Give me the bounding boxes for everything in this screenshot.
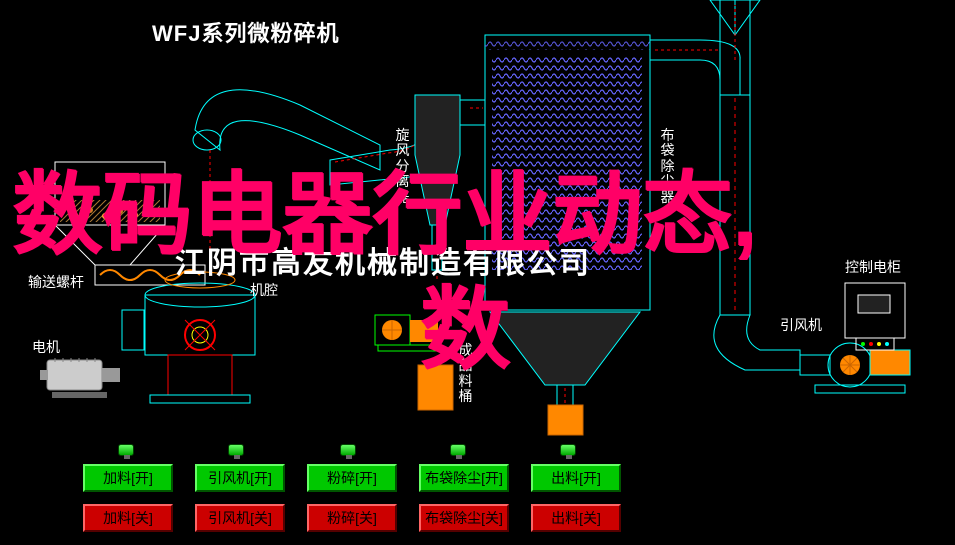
label-conveyor-screw: 输送螺杆 <box>28 275 84 290</box>
status-light-3 <box>340 444 356 456</box>
label-motor: 电机 <box>32 340 60 355</box>
overlay-text-1: 数码电器行业动态, <box>12 170 757 260</box>
status-light-2 <box>228 444 244 456</box>
label-control-cabinet: 控制电柜 <box>845 260 901 275</box>
label-induced-fan: 引风机 <box>780 318 822 333</box>
btn-close-3[interactable]: 布袋除尘[关] <box>419 504 509 532</box>
btn-open-3[interactable]: 布袋除尘[开] <box>419 464 509 492</box>
btn-close-0[interactable]: 加料[关] <box>83 504 173 532</box>
button-row-close: 加料[关] 引风机[关] 粉碎[关] 布袋除尘[关] 出料[关] <box>83 504 621 532</box>
btn-open-2[interactable]: 粉碎[开] <box>307 464 397 492</box>
btn-close-4[interactable]: 出料[关] <box>531 504 621 532</box>
btn-close-1[interactable]: 引风机[关] <box>195 504 285 532</box>
btn-open-4[interactable]: 出料[开] <box>531 464 621 492</box>
overlay-text-2: 数 <box>420 285 510 375</box>
label-crusher-chamber: 机腔 <box>250 283 278 298</box>
status-light-1 <box>118 444 134 456</box>
status-light-4 <box>450 444 466 456</box>
status-light-5 <box>560 444 576 456</box>
button-row-open: 加料[开] 引风机[开] 粉碎[开] 布袋除尘[开] 出料[开] <box>83 464 621 492</box>
diagram-title: WFJ系列微粉碎机 <box>152 16 339 48</box>
btn-close-2[interactable]: 粉碎[关] <box>307 504 397 532</box>
btn-open-0[interactable]: 加料[开] <box>83 464 173 492</box>
btn-open-1[interactable]: 引风机[开] <box>195 464 285 492</box>
